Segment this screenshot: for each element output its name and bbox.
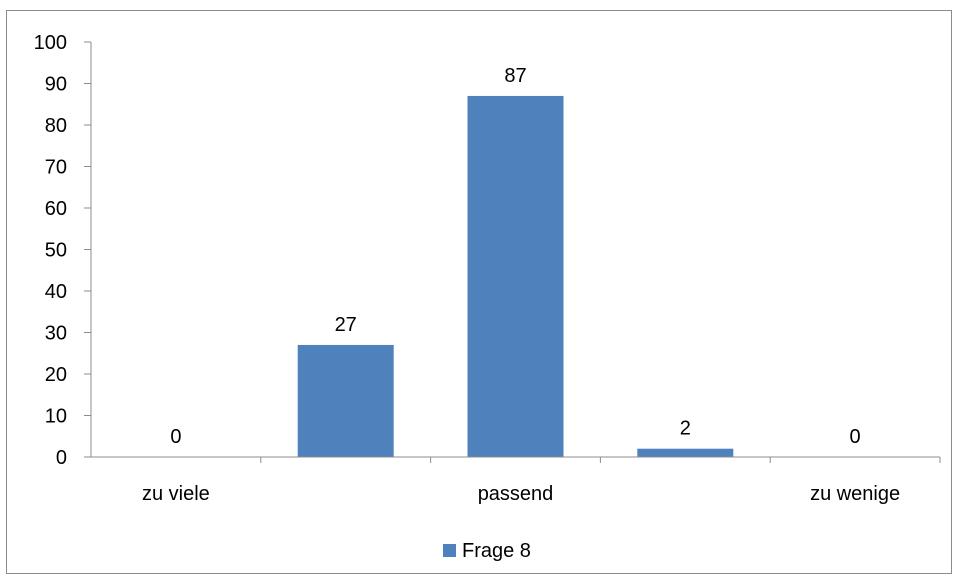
y-tick-label: 100 — [34, 32, 67, 54]
legend-label: Frage 8 — [462, 540, 531, 562]
data-label: 27 — [335, 314, 357, 336]
data-label: 0 — [170, 426, 181, 448]
y-axis: 0 10 20 30 40 50 60 70 80 90 100 — [34, 32, 91, 469]
x-tick-label: zu viele — [142, 483, 210, 505]
y-tick-label: 70 — [45, 157, 67, 179]
data-label: 0 — [850, 426, 861, 448]
y-tick-label: 60 — [45, 198, 67, 220]
data-labels: 0 27 87 2 0 — [170, 65, 860, 448]
y-tick-label: 80 — [45, 115, 67, 137]
bar-series — [297, 95, 734, 457]
y-tick-label: 0 — [56, 447, 67, 469]
legend: Frage 8 — [443, 540, 531, 562]
data-label: 2 — [680, 418, 691, 440]
bar — [637, 448, 734, 457]
y-tick-label: 10 — [45, 406, 67, 428]
bar — [467, 95, 564, 457]
x-tick-label: zu wenige — [810, 483, 900, 505]
y-tick-label: 90 — [45, 74, 67, 96]
x-axis: zu viele passend zu wenige — [142, 457, 941, 505]
legend-swatch — [443, 544, 456, 557]
y-tick-label: 20 — [45, 364, 67, 386]
data-label: 87 — [504, 65, 526, 87]
y-tick-label: 50 — [45, 240, 67, 262]
y-tick-label: 30 — [45, 323, 67, 345]
y-tick-label: 40 — [45, 281, 67, 303]
x-tick-label: passend — [478, 483, 554, 505]
bar — [297, 344, 394, 457]
